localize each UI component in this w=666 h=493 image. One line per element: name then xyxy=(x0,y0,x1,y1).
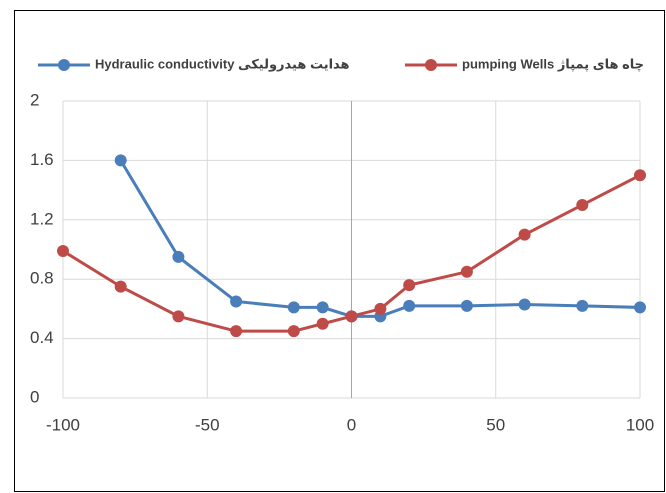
data-point xyxy=(374,302,387,315)
x-tick-label: 50 xyxy=(486,415,505,434)
data-point xyxy=(403,279,416,292)
chart-frame xyxy=(14,10,665,492)
x-tick-label: 0 xyxy=(347,415,356,434)
data-point xyxy=(460,265,473,278)
data-point xyxy=(316,317,329,330)
data-point xyxy=(403,299,416,312)
data-point xyxy=(114,280,127,293)
data-point xyxy=(634,301,646,314)
legend-label: pumping Wells چاه های پمپاژ xyxy=(462,56,644,71)
y-tick-label: 1.2 xyxy=(30,209,54,228)
data-point xyxy=(518,298,531,311)
x-tick-label: 100 xyxy=(626,415,654,434)
legend-marker xyxy=(58,59,70,71)
data-point xyxy=(172,310,185,323)
y-tick-label: 2 xyxy=(30,90,39,109)
data-point xyxy=(230,325,243,338)
data-point xyxy=(287,325,300,338)
data-point xyxy=(345,310,358,323)
data-point xyxy=(634,169,646,182)
data-point xyxy=(57,244,69,257)
data-point xyxy=(518,228,531,241)
data-point xyxy=(172,250,185,263)
x-tick-label: -50 xyxy=(195,415,220,434)
y-tick-label: 0 xyxy=(30,387,39,406)
y-tick-label: 0.8 xyxy=(30,269,54,288)
legend-label: Hydraulic conductivity هدایت هیدرولیکی xyxy=(95,56,350,71)
series-line xyxy=(119,159,641,318)
data-point xyxy=(460,299,473,312)
data-point xyxy=(230,295,243,308)
x-tick-label: -100 xyxy=(46,415,80,434)
y-tick-label: 0.4 xyxy=(30,328,54,347)
data-point xyxy=(316,301,329,314)
data-point xyxy=(287,301,300,314)
data-point xyxy=(114,154,127,167)
y-tick-label: 1.6 xyxy=(30,150,54,169)
data-point xyxy=(576,198,589,211)
legend-marker xyxy=(425,59,437,71)
data-point xyxy=(576,299,589,312)
